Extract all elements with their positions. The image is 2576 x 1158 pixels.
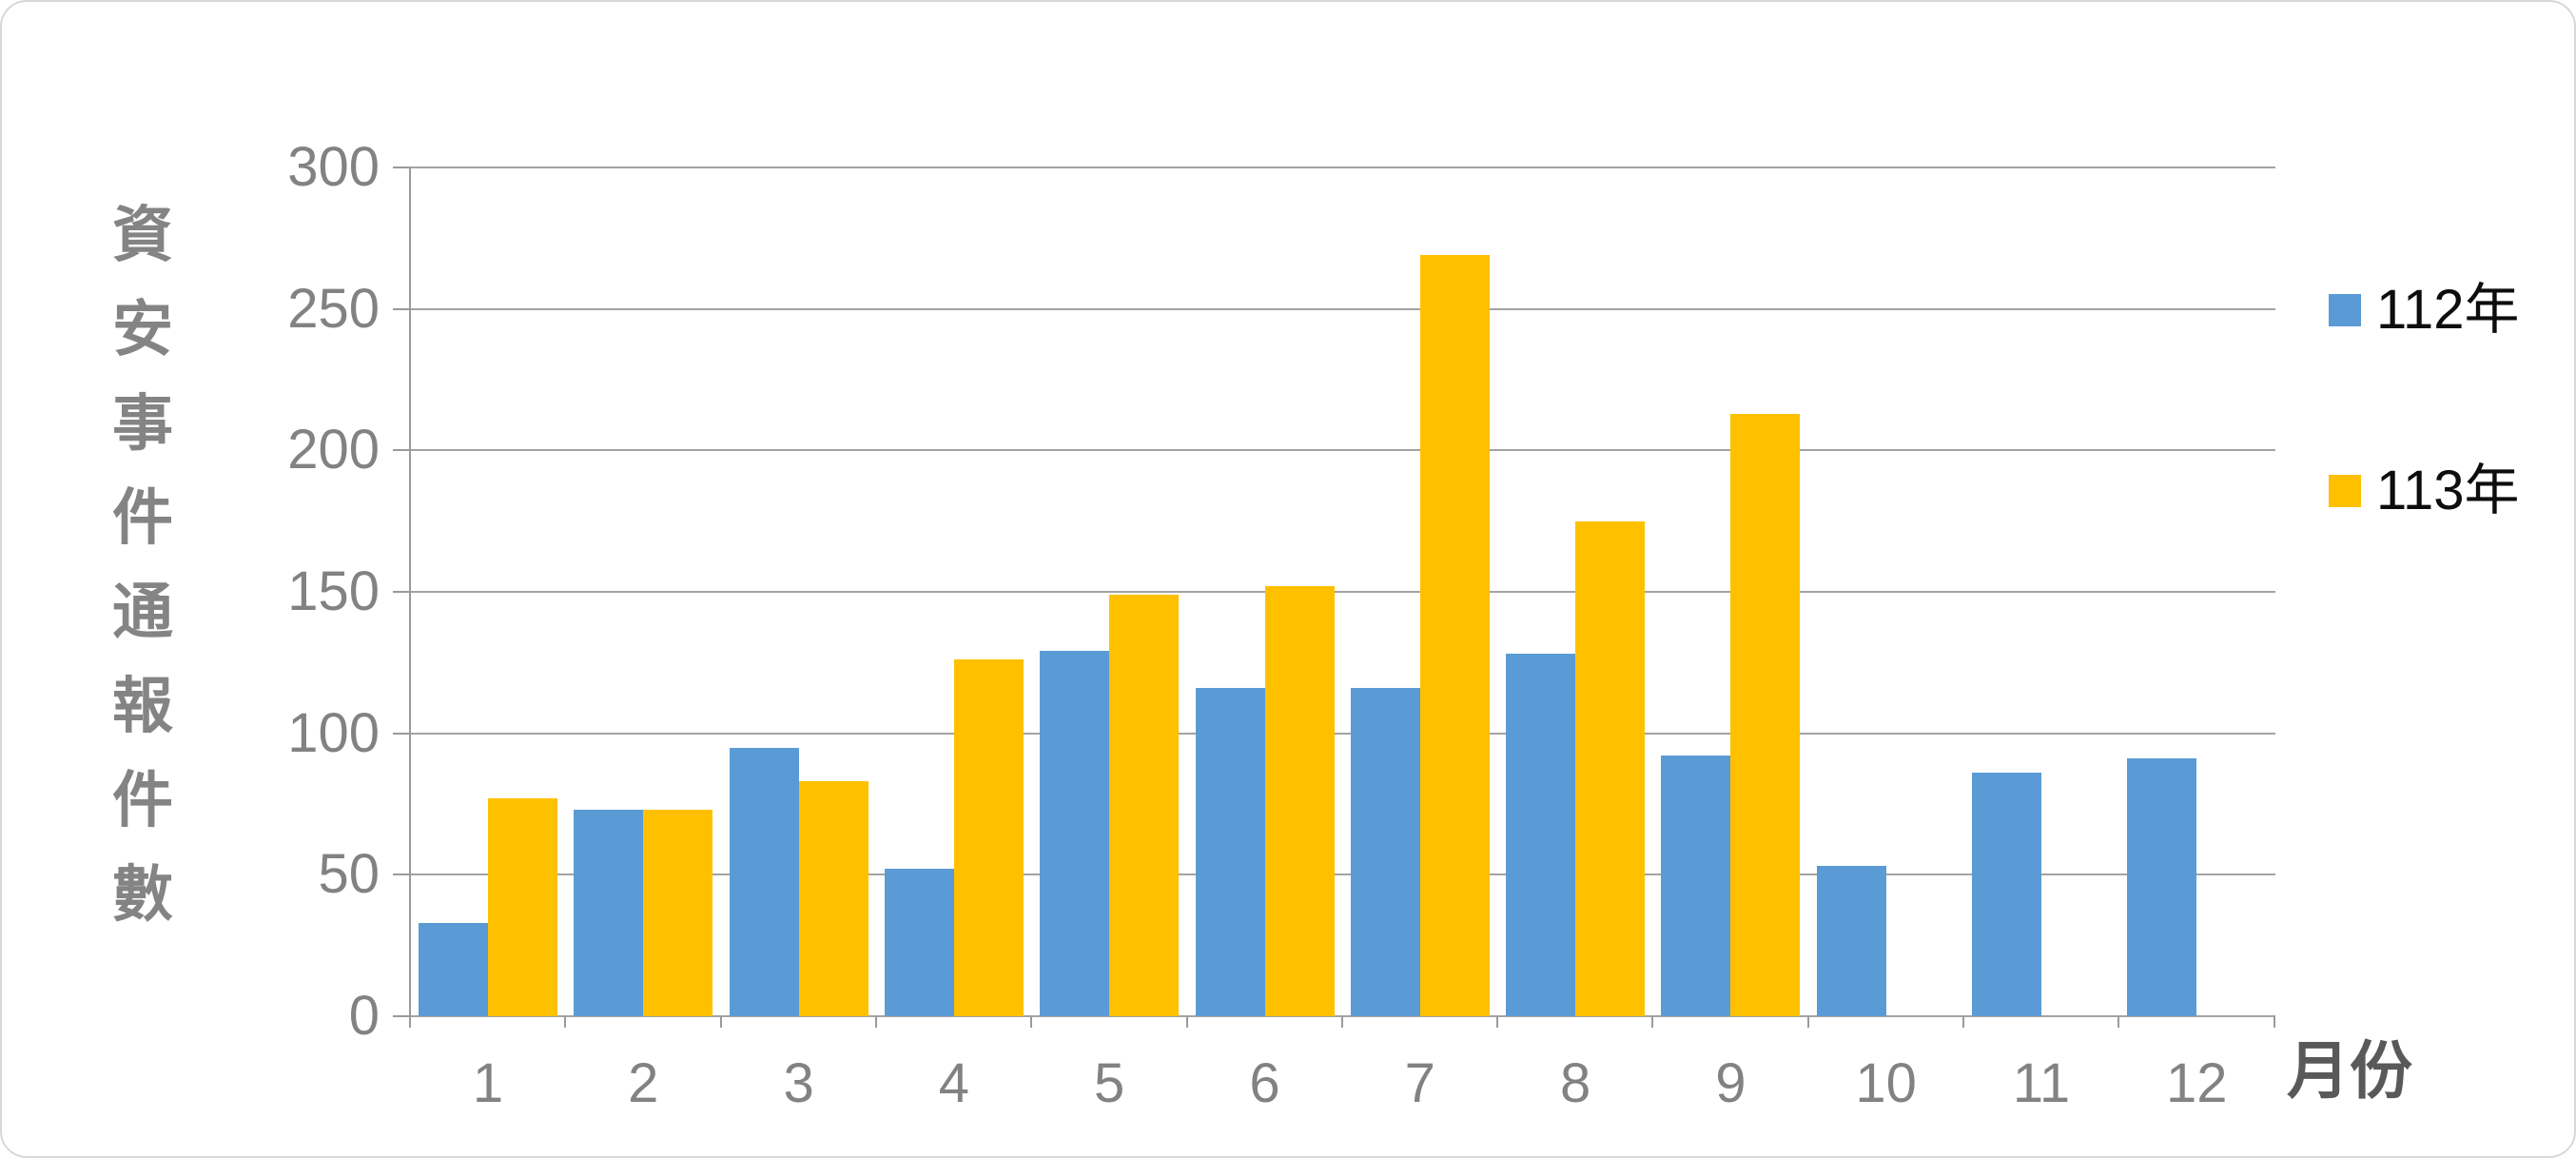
gridline: [410, 591, 2275, 593]
bar-112年-month-1[interactable]: [419, 922, 488, 1016]
bar-112年-month-2[interactable]: [574, 809, 644, 1016]
gridline: [410, 167, 2275, 168]
bar-113年-month-7[interactable]: [1419, 255, 1490, 1016]
x-axis-tick: [1340, 1016, 1343, 1028]
gridline: [410, 873, 2275, 876]
x-tick-label: 1: [472, 1052, 504, 1114]
bar-112年-month-3[interactable]: [729, 747, 799, 1016]
y-axis-tick: [393, 732, 410, 735]
gridline: [410, 732, 2275, 735]
x-tick-label: 7: [1404, 1052, 1435, 1114]
y-axis-title-char: 資: [112, 201, 173, 269]
bar-112年-month-4[interactable]: [884, 869, 954, 1016]
y-axis-title-char: 報: [112, 672, 173, 740]
bar-113年-month-8[interactable]: [1575, 520, 1646, 1016]
bar-112年-month-6[interactable]: [1195, 688, 1265, 1016]
y-axis-title-char: 數: [112, 860, 173, 929]
x-tick-label: 5: [1094, 1052, 1125, 1114]
bar-112年-month-7[interactable]: [1350, 688, 1420, 1016]
y-axis-title-char: 件: [112, 483, 173, 552]
bar-112年-month-11[interactable]: [1972, 773, 2041, 1016]
x-axis-tick: [1496, 1016, 1499, 1028]
bar-113年-month-6[interactable]: [1264, 586, 1335, 1016]
legend-label-113: 113年: [2376, 460, 2520, 521]
y-tick-label: 0: [348, 985, 380, 1047]
x-axis-tick: [1806, 1016, 1809, 1028]
gridline: [410, 307, 2275, 310]
bar-112年-month-12[interactable]: [2127, 758, 2197, 1016]
x-axis-tick: [1962, 1016, 1964, 1028]
y-axis-title-char: 件: [112, 766, 173, 834]
bar-113年-month-4[interactable]: [953, 659, 1024, 1016]
bar-113年-month-9[interactable]: [1730, 413, 1801, 1016]
x-tick-label: 12: [2166, 1052, 2228, 1114]
y-tick-label: 150: [287, 560, 380, 622]
y-axis-title-char: 事: [112, 389, 173, 458]
x-axis-tick: [2117, 1016, 2120, 1028]
x-tick-label: 10: [1855, 1052, 1917, 1114]
x-axis-tick: [564, 1016, 567, 1028]
legend-item-112[interactable]: 112年: [2329, 280, 2519, 341]
bar-113年-month-5[interactable]: [1109, 594, 1180, 1016]
y-axis-tick: [393, 449, 410, 452]
x-tick-label: 11: [2012, 1052, 2071, 1114]
y-axis-title: 資安事件通報件數: [105, 188, 181, 942]
x-tick-label: 3: [783, 1052, 814, 1114]
y-axis-tick: [393, 591, 410, 593]
y-axis-tick: [393, 167, 410, 168]
bar-113年-month-1[interactable]: [488, 798, 557, 1016]
legend-swatch-112-icon: [2329, 294, 2361, 326]
gridline: [410, 449, 2275, 452]
y-tick-label: 300: [287, 136, 380, 198]
x-axis-tick: [874, 1016, 877, 1028]
y-tick-label: 100: [287, 701, 380, 764]
legend-swatch-113-icon: [2329, 475, 2361, 507]
x-tick-label: 9: [1715, 1052, 1747, 1114]
bar-113年-month-3[interactable]: [798, 781, 868, 1016]
legend-label-112: 112年: [2376, 279, 2520, 341]
x-axis-tick: [409, 1016, 411, 1028]
x-tick-label: 2: [628, 1052, 659, 1114]
y-axis-title-char: 安: [112, 295, 173, 363]
y-tick-label: 250: [287, 277, 380, 340]
legend-item-113[interactable]: 113年: [2329, 461, 2519, 521]
y-axis-title-char: 通: [112, 578, 173, 646]
x-axis-tick: [1030, 1016, 1033, 1028]
bar-113年-month-2[interactable]: [643, 809, 713, 1016]
x-tick-label: 4: [938, 1052, 970, 1114]
y-tick-label: 200: [287, 419, 380, 481]
x-axis-tick: [1651, 1016, 1654, 1028]
x-axis-tick: [2273, 1016, 2275, 1028]
y-axis-tick: [393, 873, 410, 876]
y-tick-label: 50: [318, 843, 380, 906]
y-axis-tick: [393, 307, 410, 310]
x-tick-label: 8: [1559, 1052, 1591, 1114]
x-axis-tick: [719, 1016, 722, 1028]
bar-112年-month-8[interactable]: [1506, 654, 1576, 1016]
y-axis-line: [409, 167, 411, 1016]
x-axis-title: 月份: [2287, 1035, 2412, 1106]
bar-112年-month-5[interactable]: [1040, 651, 1110, 1016]
x-axis-tick: [1185, 1016, 1188, 1028]
bar-112年-month-10[interactable]: [1816, 866, 1886, 1016]
x-tick-label: 6: [1249, 1052, 1280, 1114]
bar-112年-month-9[interactable]: [1661, 756, 1731, 1016]
y-axis-tick: [393, 1015, 410, 1017]
